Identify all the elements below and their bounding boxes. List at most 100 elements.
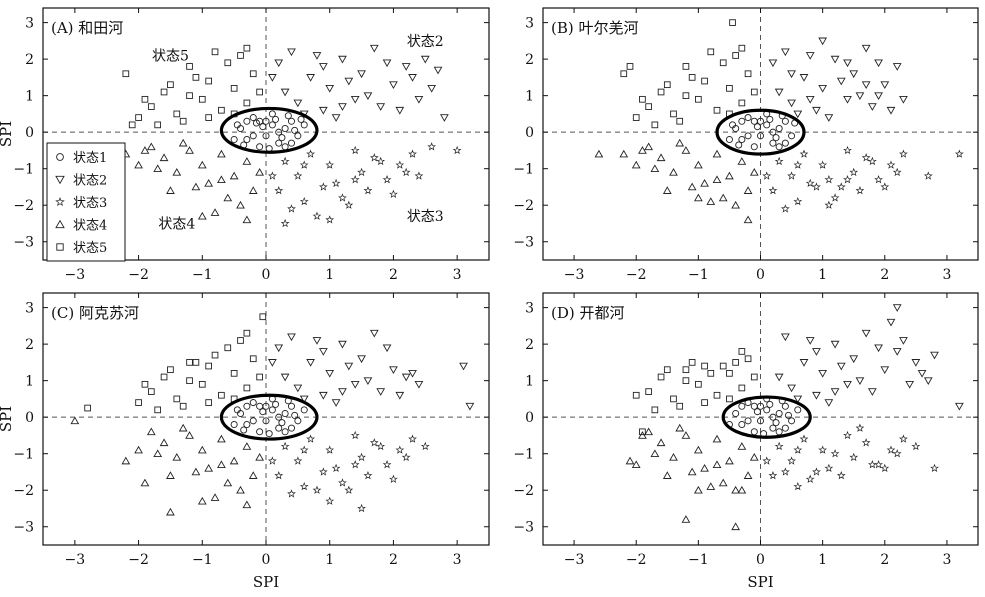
x-tick-label: −2 (128, 267, 149, 283)
data-point (688, 74, 696, 81)
data-point (306, 74, 315, 82)
data-point (312, 211, 322, 220)
data-point (408, 370, 417, 378)
data-point (465, 402, 475, 411)
data-point (357, 503, 366, 513)
data-point (738, 99, 746, 107)
state1-ellipse (721, 395, 812, 439)
data-point (923, 171, 933, 180)
data-point (363, 186, 373, 195)
data-point (849, 167, 859, 177)
data-point (693, 485, 703, 494)
data-point (756, 132, 765, 140)
data-point (185, 146, 194, 154)
data-point (732, 410, 740, 418)
data-point (718, 478, 728, 487)
data-point (230, 85, 238, 92)
data-point (338, 103, 347, 111)
legend: 状态1 状态2 状态3 状态4 状态5 (46, 142, 126, 262)
data-point (880, 463, 890, 473)
data-point (256, 88, 263, 96)
data-point (725, 171, 734, 180)
data-point (756, 402, 765, 410)
data-point (738, 402, 746, 410)
data-point (874, 175, 883, 184)
series-group (108, 138, 265, 224)
data-point (318, 391, 328, 400)
data-point (824, 399, 834, 407)
data-point (275, 139, 283, 147)
data-point (638, 146, 647, 154)
series-group (632, 348, 758, 436)
data-point (256, 373, 263, 381)
state1-ellipse (219, 393, 319, 441)
x-tick-label: 2 (880, 267, 889, 283)
x-tick-label: 3 (942, 552, 951, 568)
data-point (774, 156, 784, 166)
data-point (836, 77, 846, 86)
data-point (147, 388, 155, 395)
data-point (731, 485, 741, 494)
data-point (768, 471, 778, 480)
data-point (772, 134, 780, 142)
y-tick-label: −3 (13, 235, 34, 251)
data-point (338, 55, 347, 64)
data-point (750, 373, 758, 381)
data-point (700, 463, 709, 472)
data-point (287, 402, 295, 410)
data-point (274, 344, 284, 353)
data-point (325, 370, 335, 378)
data-point (892, 348, 902, 356)
data-point (325, 445, 335, 454)
data-point (787, 456, 796, 465)
data-point (167, 81, 174, 89)
data-point (594, 149, 604, 158)
data-point (793, 110, 803, 119)
data-point (242, 442, 252, 450)
data-point (281, 125, 289, 133)
data-point (656, 153, 666, 162)
data-point (274, 59, 284, 68)
data-point (867, 103, 877, 111)
y-tick-label: −2 (13, 198, 34, 214)
data-point (382, 175, 392, 184)
data-point (824, 200, 834, 209)
data-point (725, 456, 734, 465)
data-point (198, 380, 206, 388)
y-axis-title: SPI (0, 121, 15, 147)
data-point (750, 143, 758, 151)
data-point (70, 416, 80, 425)
legend-marker (55, 219, 65, 229)
data-point (197, 496, 207, 505)
data-point (886, 445, 896, 454)
scatter-panel: −3 −2 −1 0 1 2 3 −3 −2 −1 0 1 2 3 (C) 阿克苏河 SPI SPI (0, 292, 490, 591)
data-point (299, 395, 309, 404)
data-point (259, 313, 267, 321)
data-point (300, 121, 308, 129)
data-point (197, 211, 207, 220)
data-point (291, 411, 299, 419)
data-point (670, 395, 677, 403)
data-point (294, 132, 302, 140)
x-tick-label: −3 (564, 552, 585, 568)
data-point (836, 182, 846, 191)
data-point (280, 156, 290, 166)
data-point (793, 160, 803, 169)
data-point (626, 63, 634, 70)
data-point (236, 200, 245, 209)
data-point (135, 114, 142, 121)
data-point (338, 193, 347, 202)
data-point (217, 434, 226, 443)
x-axis-title: SPI (253, 573, 279, 591)
y-tick-label: −3 (513, 520, 534, 536)
data-point (753, 123, 761, 131)
data-point (408, 74, 417, 82)
data-point (275, 424, 283, 432)
data-point (681, 431, 691, 439)
series-group (230, 110, 308, 153)
data-point (141, 95, 149, 103)
data-point (178, 423, 188, 432)
data-point (830, 449, 840, 458)
panel-title: (A) 和田河 (51, 19, 123, 37)
data-point (737, 157, 747, 165)
